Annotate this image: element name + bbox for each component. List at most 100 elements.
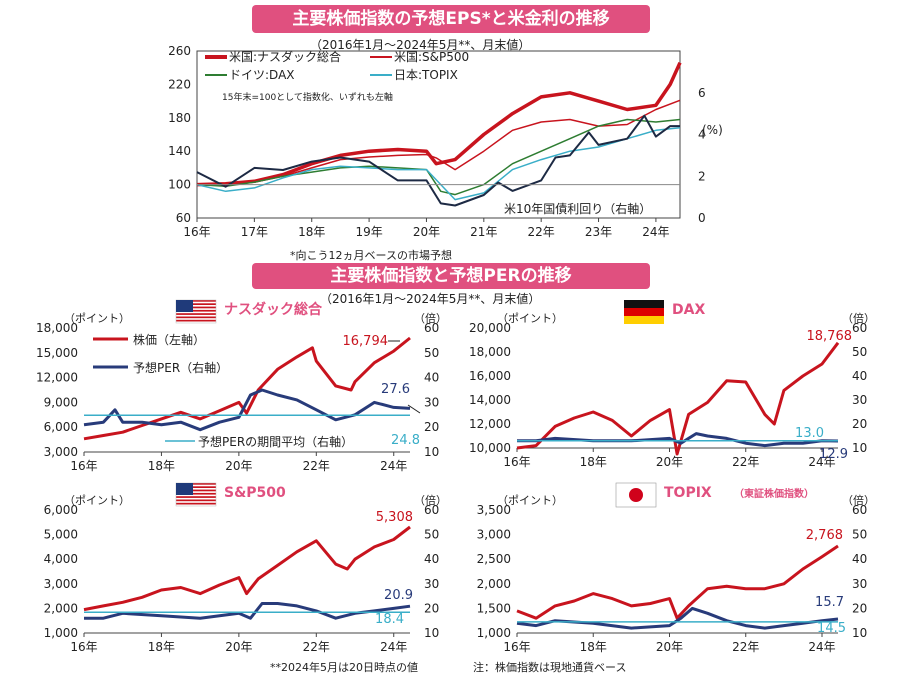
- legend-label-price: 株価（左軸）: [133, 332, 205, 347]
- y-tick-left-dax: 14,000: [469, 393, 511, 407]
- x-tick-label-dax: 24年: [808, 455, 835, 469]
- y-tick-left-eps: 180: [168, 111, 191, 125]
- x-tick-label-sp500: 16年: [70, 640, 97, 654]
- flag-stripe: [176, 502, 216, 505]
- banner-title-eps: 主要株価指数の予想EPS*と米金利の推移: [252, 5, 650, 33]
- y-tick-left-nasdaq: 9,000: [44, 395, 78, 409]
- flag-stripe: [176, 492, 216, 495]
- flag-stripe: [176, 496, 216, 498]
- germany-flag-icon: [624, 300, 664, 308]
- x-tick-label-sp500: 22年: [303, 640, 330, 654]
- y-tick-left-dax: 20,000: [469, 321, 511, 335]
- series-line-dax-1: [517, 432, 839, 448]
- x-tick-label-nasdaq: 20年: [225, 459, 252, 473]
- y-tick-right-eps: 2: [698, 169, 706, 183]
- y-tick-left-sp500: 2,000: [44, 601, 78, 615]
- x-tick-label-sp500: 18年: [148, 640, 175, 654]
- flag-stripe: [176, 309, 216, 312]
- y-tick-right-sp500: 10: [424, 626, 439, 640]
- callout-avg-topix: 14.5: [817, 621, 846, 636]
- y-tick-left-sp500: 1,000: [44, 626, 78, 640]
- legend-label-eps: 米国:ナスダック総合: [229, 49, 341, 64]
- series-line-eps-4: [196, 114, 680, 207]
- y-tick-right-eps: 0: [698, 211, 706, 225]
- y-tick-left-dax: 12,000: [469, 417, 511, 431]
- y-tick-left-sp500: 4,000: [44, 552, 78, 566]
- flag-stripe: [624, 308, 664, 316]
- x-tick-label-eps: 21年: [470, 225, 497, 239]
- footnote-eps: *向こう12ヵ月ベースの市場予想: [290, 248, 452, 262]
- flag-stripe: [176, 319, 216, 322]
- y-tick-left-topix: 3,000: [477, 528, 511, 542]
- x-tick-label-eps: 19年: [355, 225, 382, 239]
- y-tick-right-sp500: 40: [424, 552, 439, 566]
- callout-price-sp500: 5,308: [376, 510, 413, 525]
- series-line-sp500-1: [84, 602, 411, 620]
- subtitle-eps: （2016年1月～2024年5月**、月末値）: [310, 38, 531, 52]
- y-tick-left-dax: 18,000: [469, 345, 511, 359]
- callout-avg-dax: 13.0: [795, 426, 824, 441]
- annotation-yield: 米10年国債利回り（右軸）: [504, 201, 651, 216]
- x-tick-label-nasdaq: 24年: [380, 459, 407, 473]
- y-tick-right-dax: 60: [852, 321, 867, 335]
- series-line-eps-0: [196, 61, 682, 187]
- chart-title-dax: DAX: [672, 302, 705, 318]
- y-tick-right-topix: 40: [852, 552, 867, 566]
- series-line-eps-2: [196, 118, 681, 196]
- y-tick-left-eps: 100: [168, 178, 191, 192]
- x-tick-label-eps: 17年: [241, 225, 268, 239]
- legend-label-eps: 米国:S&P500: [394, 50, 469, 64]
- x-tick-label-nasdaq: 18年: [148, 459, 175, 473]
- x-tick-label-eps: 23年: [585, 225, 612, 239]
- callout-per-sp500: 20.9: [384, 588, 413, 603]
- y-tick-left-sp500: 5,000: [44, 528, 78, 542]
- right-axis-label-topix: （倍）: [842, 493, 875, 507]
- y-tick-right-nasdaq: 60: [424, 321, 439, 335]
- x-tick-label-nasdaq: 22年: [303, 459, 330, 473]
- y-tick-right-nasdaq: 10: [424, 445, 439, 459]
- footnote-date: **2024年5月は20日時点の値: [270, 660, 418, 674]
- x-tick-label-eps: 18年: [298, 225, 325, 239]
- banner-title-per: 主要株価指数と予想PERの推移: [252, 263, 650, 289]
- y-tick-left-topix: 1,000: [477, 626, 511, 640]
- y-tick-left-dax: 16,000: [469, 369, 511, 383]
- y-tick-left-eps: 220: [168, 77, 191, 91]
- y-tick-right-topix: 10: [852, 626, 867, 640]
- chart-title-nasdaq: ナスダック総合: [224, 301, 323, 318]
- y-tick-right-topix: 20: [852, 601, 867, 615]
- callout-per-topix: 15.7: [815, 595, 844, 610]
- flag-stripe: [176, 316, 216, 319]
- chart-title-topix: TOPIX: [664, 485, 712, 501]
- y-tick-left-nasdaq: 15,000: [36, 346, 78, 360]
- y-tick-right-topix: 50: [852, 528, 867, 542]
- callout-pointer: [407, 404, 421, 414]
- y-tick-left-eps: 60: [176, 211, 191, 225]
- y-tick-left-topix: 2,500: [477, 552, 511, 566]
- y-tick-right-topix: 30: [852, 577, 867, 591]
- callout-per-nasdaq: 27.6: [381, 382, 410, 397]
- y-tick-right-eps: 6: [698, 86, 706, 100]
- y-tick-left-topix: 3,500: [477, 503, 511, 517]
- series-line-sp500-0: [83, 525, 411, 612]
- y-tick-left-eps: 140: [168, 144, 191, 158]
- x-tick-label-sp500: 24年: [380, 640, 407, 654]
- y-tick-left-topix: 2,000: [477, 577, 511, 591]
- flag-stripe: [176, 303, 216, 305]
- x-tick-label-nasdaq: 16年: [70, 459, 97, 473]
- x-tick-label-eps: 16年: [183, 225, 210, 239]
- flag-canton: [176, 300, 193, 312]
- x-tick-label-sp500: 20年: [225, 640, 252, 654]
- callout-avg-nasdaq: 24.8: [391, 433, 420, 448]
- chart-note-eps: 15年末=100として指数化、いずれも左軸: [222, 91, 393, 103]
- footnote-currency: 注：株価指数は現地通貨ベース: [473, 660, 626, 674]
- callout-avg-sp500: 18.4: [375, 612, 404, 627]
- chart-title-sp500: S&P500: [224, 485, 286, 501]
- flag-stripe: [176, 313, 216, 315]
- flag-canton: [176, 483, 193, 495]
- y-tick-right-nasdaq: 30: [424, 395, 439, 409]
- x-tick-label-eps: 20年: [413, 225, 440, 239]
- y-tick-right-nasdaq: 20: [424, 420, 439, 434]
- y-tick-right-sp500: 30: [424, 577, 439, 591]
- y-tick-right-dax: 20: [852, 417, 867, 431]
